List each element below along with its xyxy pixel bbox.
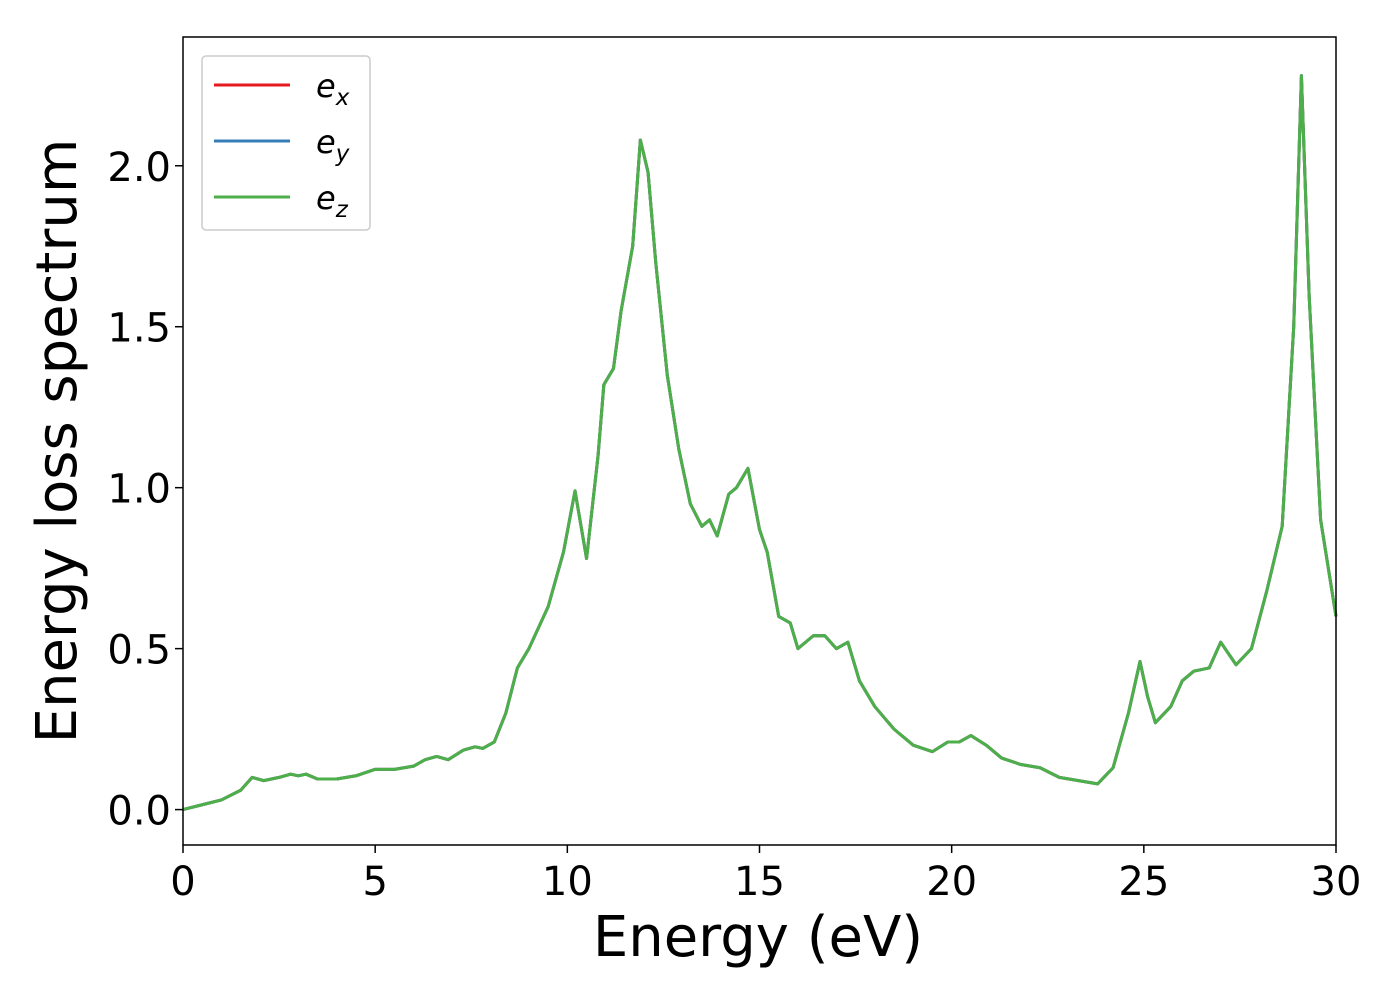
y-tick-label: 1.5 bbox=[107, 306, 171, 352]
x-tick-label: 20 bbox=[926, 859, 977, 905]
legend: ex ey ez bbox=[201, 55, 371, 231]
x-tick-label: 15 bbox=[734, 859, 785, 905]
y-tick-label: 0.0 bbox=[107, 789, 171, 835]
series-line bbox=[182, 74, 1338, 812]
x-tick-label: 25 bbox=[1118, 859, 1169, 905]
x-axis-label: Energy (eV) bbox=[593, 905, 923, 970]
legend-label: ey bbox=[316, 123, 350, 167]
y-tick-label: 2.0 bbox=[107, 145, 171, 191]
legend-box bbox=[201, 55, 371, 231]
plot-frame bbox=[182, 36, 1337, 846]
y-axis-label: Energy loss spectrum bbox=[25, 139, 90, 744]
legend-label: ez bbox=[316, 179, 349, 223]
legend-label: ex bbox=[316, 67, 350, 111]
y-tick-label: 1.0 bbox=[107, 467, 171, 513]
x-tick-label: 5 bbox=[362, 859, 387, 905]
y-tick-label: 0.5 bbox=[107, 628, 171, 674]
x-tick-label: 10 bbox=[542, 859, 593, 905]
x-tick-label: 30 bbox=[1311, 859, 1362, 905]
x-tick-label: 0 bbox=[170, 859, 195, 905]
